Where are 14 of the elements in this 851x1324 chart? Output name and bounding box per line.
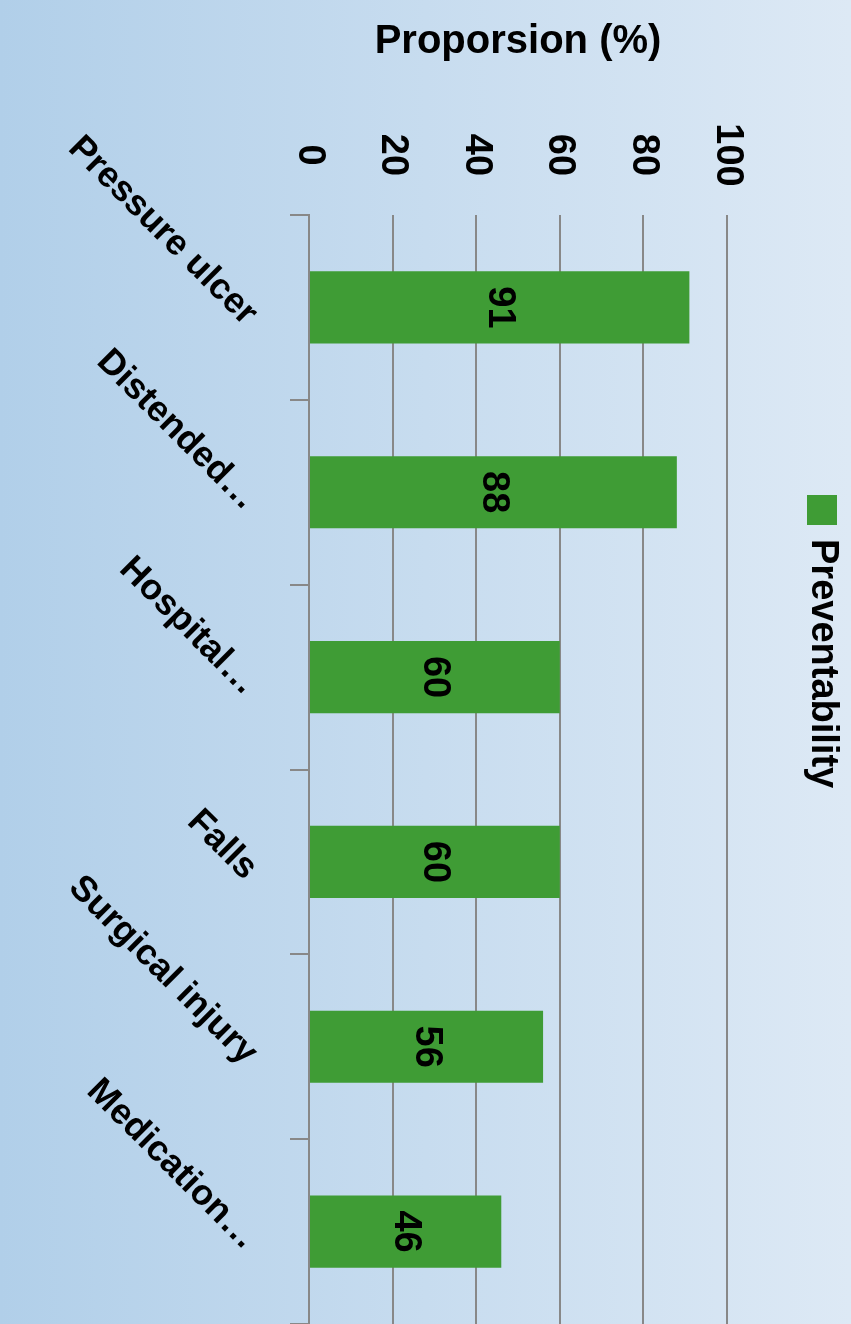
data-label: 56 <box>408 1025 451 1068</box>
x-tick-label: 100 <box>708 123 751 187</box>
x-tick-label: 80 <box>624 133 667 177</box>
data-label: 60 <box>416 840 459 884</box>
x-tick-label: 0 <box>290 144 333 166</box>
legend-label: Preventability <box>803 539 846 789</box>
x-axis-title: Proporsion (%) <box>374 17 662 62</box>
data-label: 88 <box>474 471 517 514</box>
x-tick-label: 40 <box>457 133 500 177</box>
x-tick-label: 60 <box>541 133 584 177</box>
data-label: 46 <box>387 1210 430 1253</box>
x-tick-label: 20 <box>374 133 417 177</box>
data-label: 91 <box>481 286 524 329</box>
data-label: 60 <box>416 655 459 699</box>
